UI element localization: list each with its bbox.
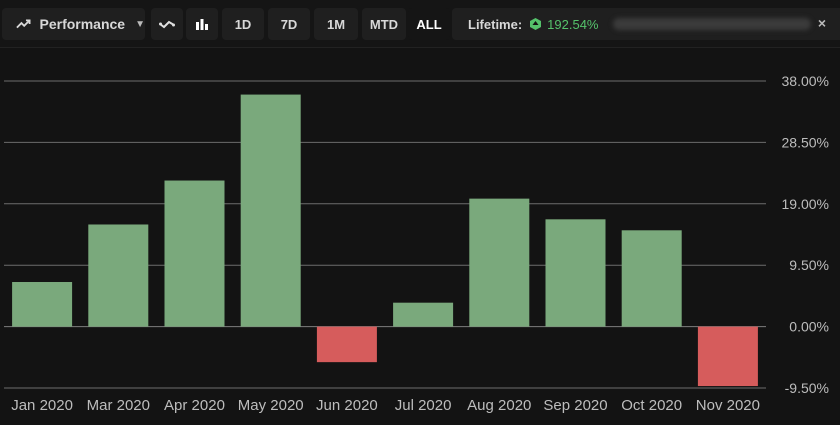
bar [697,326,758,387]
x-tick-label: Jan 2020 [11,397,73,414]
performance-label: Performance [39,16,126,32]
y-tick-label: -9.50% [785,380,829,396]
lifetime-value: 192.54% [530,16,599,32]
bar [164,180,225,327]
close-icon[interactable]: × [817,15,826,31]
lifetime-summary: Lifetime: 192.54% × [452,8,840,40]
trending-up-icon [16,19,31,29]
timeframe-1m-label: 1M [326,16,346,32]
y-tick-label: 38.00% [782,73,829,89]
x-tick-label: Aug 2020 [467,397,531,414]
performance-bar-chart: 38.00% 28.50% 19.00% 9.50% 0.00% -9.50% Jan 20… [4,73,829,414]
x-tick-label: Mar 2020 [87,397,150,414]
timeframe-all[interactable]: ALL [408,8,450,40]
bar [469,198,530,327]
bar [316,326,377,363]
redacted-account-name [612,18,811,30]
timeframe-7d-label: 7D [280,16,298,32]
timeframe-7d[interactable]: 7D [268,8,310,40]
timeframe-mtd[interactable]: MTD [362,8,406,40]
x-tick-label: Oct 2020 [621,397,682,414]
x-tick-label: Jul 2020 [395,397,452,414]
line-chart-icon [159,20,175,29]
bar [621,230,682,327]
y-tick-label: 19.00% [782,196,829,212]
bar [545,219,606,327]
y-tick-label: 28.50% [782,134,829,150]
chevron-down-icon: ▼ [135,18,145,30]
lifetime-percent: 192.54% [547,16,599,32]
x-tick-label: Sep 2020 [543,397,607,414]
x-tick-label: Nov 2020 [696,397,760,414]
timeframe-1m[interactable]: 1M [314,8,358,40]
bar-chart-icon [196,19,208,30]
timeframe-1d-label: 1D [234,16,252,32]
line-chart-toggle[interactable] [151,8,183,40]
chart-toolbar: Performance ▼ 1D 7D 1M MTD ALL Lifetime:… [0,0,840,48]
y-tick-label: 9.50% [789,257,829,273]
bar-chart-toggle[interactable] [186,8,218,40]
lifetime-label: Lifetime: [468,16,523,32]
x-tick-label: Jun 2020 [316,397,378,414]
x-tick-label: May 2020 [238,397,304,414]
timeframe-1d[interactable]: 1D [222,8,264,40]
timeframe-mtd-label: MTD [369,16,399,32]
bar [393,302,454,327]
bar [240,94,301,327]
x-tick-label: Apr 2020 [164,397,225,414]
timeframe-all-label: ALL [416,16,442,32]
bar [88,224,149,327]
performance-dropdown[interactable]: Performance ▼ [2,8,145,40]
bar [12,282,73,327]
hexagon-up-icon [530,18,542,30]
y-tick-label: 0.00% [789,319,829,335]
